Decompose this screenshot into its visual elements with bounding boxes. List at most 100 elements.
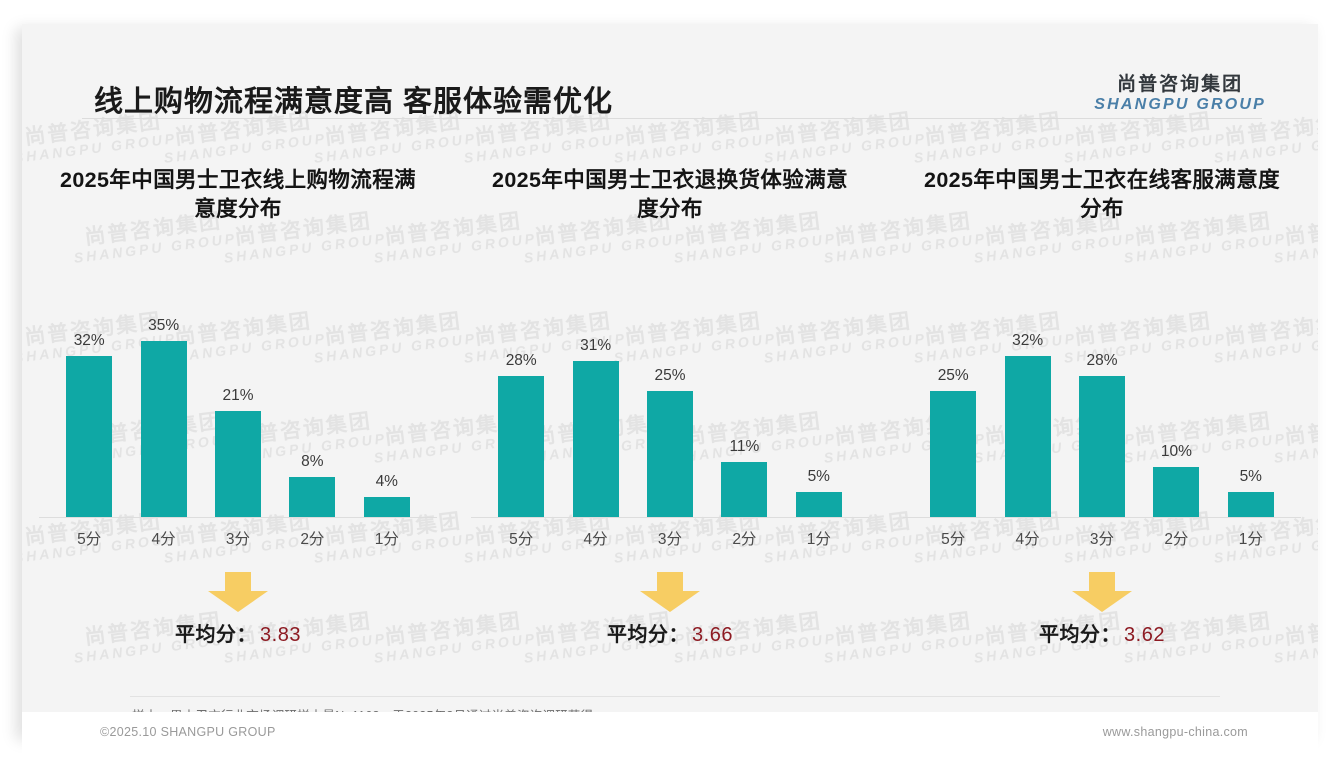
bar-slot: 5% [786, 282, 851, 517]
arrow-stem [1089, 572, 1115, 592]
x-axis-line [39, 517, 437, 518]
header-divider [82, 118, 1262, 119]
bar-value-label: 28% [505, 352, 537, 369]
brand-logo: 尚普咨询集团 SHANGPU GROUP [1094, 74, 1266, 114]
slide-footer: ©2025.10 SHANGPU GROUP www.shangpu-china… [22, 712, 1318, 756]
bar[interactable] [1078, 376, 1125, 517]
bar[interactable] [795, 492, 842, 517]
bar[interactable] [1004, 356, 1051, 517]
bar[interactable] [214, 411, 261, 517]
chart-panel-3: 2025年中国男士卫衣在线客服满意度分布 25% 32% 28% 10% 5% 5分 4分 3分… [886, 142, 1318, 682]
bar-slot: 21% [205, 282, 270, 517]
chart-title: 2025年中国男士卫衣在线客服满意度分布 [923, 168, 1280, 222]
bar-chart: 32% 35% 21% 8% 4% 5分 4分 3分 2分 1分 [22, 282, 454, 552]
bar[interactable] [363, 497, 410, 517]
average-score-text: 平均分： 3.62 [886, 618, 1318, 647]
page-title: 线上购物流程满意度高 客服体验需优化 [94, 86, 614, 118]
arrow-head [208, 591, 268, 612]
bar-value-label: 5% [1239, 468, 1262, 485]
bar-chart: 25% 32% 28% 10% 5% 5分 4分 3分 2分 1分 [886, 282, 1318, 552]
x-axis-line [903, 517, 1301, 518]
bar[interactable] [1153, 467, 1200, 517]
bar-chart: 28% 31% 25% 11% 5% 5分 4分 3分 2分 1分 [454, 282, 886, 552]
x-axis-tick-label: 1分 [374, 531, 399, 548]
down-arrow-icon [1072, 572, 1132, 612]
bar-value-label: 8% [301, 453, 324, 470]
slide-header: 线上购物流程满意度高 客服体验需优化 尚普咨询集团 SHANGPU GROUP [22, 24, 1318, 119]
bar[interactable] [646, 391, 693, 517]
bar[interactable] [1227, 492, 1274, 517]
chart-title: 2025年中国男士卫衣退换货体验满意度分布 [491, 168, 848, 222]
footnote-divider [130, 696, 1220, 697]
bar-value-label: 28% [1086, 352, 1118, 369]
bar-value-label: 35% [148, 317, 180, 334]
arrow-stem [225, 572, 251, 592]
copyright-text: ©2025.10 SHANGPU GROUP [100, 725, 276, 739]
bar-value-label: 21% [222, 387, 254, 404]
bar-value-label: 5% [807, 468, 830, 485]
x-axis-tick-label: 5分 [941, 531, 966, 548]
bar-value-label: 10% [1160, 443, 1192, 460]
bar-slot: 5% [1218, 282, 1283, 517]
bar-slot: 11% [712, 282, 777, 517]
x-axis-tick-label: 4分 [583, 531, 608, 548]
x-axis-tick-label: 4分 [151, 531, 176, 548]
x-axis-labels: 5分 4分 3分 2分 1分 [489, 527, 852, 549]
bar[interactable] [572, 361, 619, 517]
average-score-text: 平均分： 3.66 [454, 618, 886, 647]
plot-area: 25% 32% 28% 10% 5% [886, 282, 1318, 517]
logo-english-text: SHANGPU GROUP [1094, 96, 1266, 114]
average-score-label: 平均分： [175, 624, 258, 646]
bar-slot: 32% [995, 282, 1060, 517]
average-score-block: 平均分： 3.66 [454, 572, 886, 647]
arrow-head [1072, 591, 1132, 612]
x-axis-tick-label: 4分 [1015, 531, 1040, 548]
x-axis-line [471, 517, 869, 518]
bar-slot: 32% [57, 282, 122, 517]
arrow-head [640, 591, 700, 612]
bar-slot: 8% [280, 282, 345, 517]
x-axis-tick-label: 5分 [509, 531, 534, 548]
bar-slot: 25% [921, 282, 986, 517]
x-axis-labels: 5分 4分 3分 2分 1分 [57, 527, 420, 549]
bar[interactable] [930, 391, 977, 517]
x-axis-tick-label: 2分 [300, 531, 325, 548]
average-score-text: 平均分： 3.83 [22, 618, 454, 647]
average-score-label: 平均分： [1039, 624, 1122, 646]
bar-slot: 28% [1069, 282, 1134, 517]
bar-group: 28% 31% 25% 11% 5% [489, 282, 852, 517]
average-score-label: 平均分： [607, 624, 690, 646]
average-score-value: 3.66 [692, 624, 733, 646]
chart-panel-2: 2025年中国男士卫衣退换货体验满意度分布 28% 31% 25% 11% 5% 5分 4分 3… [454, 142, 886, 682]
bar-group: 32% 35% 21% 8% 4% [57, 282, 420, 517]
arrow-stem [657, 572, 683, 592]
plot-area: 28% 31% 25% 11% 5% [454, 282, 886, 517]
bar[interactable] [498, 376, 545, 517]
bar[interactable] [140, 341, 187, 517]
chart-panel-1: 2025年中国男士卫衣线上购物流程满意度分布 32% 35% 21% 8% 4% 5分 4分 3… [22, 142, 454, 682]
x-axis-tick-label: 3分 [225, 531, 251, 548]
bar-value-label: 32% [73, 332, 105, 349]
plot-area: 32% 35% 21% 8% 4% [22, 282, 454, 517]
x-axis-tick-label: 2分 [1164, 531, 1189, 548]
bar[interactable] [721, 462, 768, 517]
average-score-value: 3.62 [1124, 624, 1165, 646]
website-link[interactable]: www.shangpu-china.com [1102, 725, 1248, 739]
bar-slot: 28% [489, 282, 554, 517]
chart-title: 2025年中国男士卫衣线上购物流程满意度分布 [59, 168, 416, 222]
bar[interactable] [289, 477, 336, 517]
slide-canvas: 尚普咨询集团 SHANGPU GROUP 尚普咨询集团 SHANGPU GROUP 尚普… [22, 24, 1318, 736]
x-axis-tick-label: 1分 [806, 531, 831, 548]
x-axis-labels: 5分 4分 3分 2分 1分 [921, 527, 1284, 549]
bar-slot: 25% [637, 282, 702, 517]
bar-slot: 35% [131, 282, 196, 517]
x-axis-tick-label: 2分 [732, 531, 757, 548]
bar-value-label: 4% [375, 473, 398, 490]
x-axis-tick-label: 5分 [77, 531, 102, 548]
average-score-block: 平均分： 3.83 [22, 572, 454, 647]
bar[interactable] [66, 356, 113, 517]
logo-chinese-text: 尚普咨询集团 [1117, 74, 1244, 95]
down-arrow-icon [208, 572, 268, 612]
x-axis-tick-label: 1分 [1238, 531, 1263, 548]
bar-value-label: 25% [937, 367, 969, 384]
